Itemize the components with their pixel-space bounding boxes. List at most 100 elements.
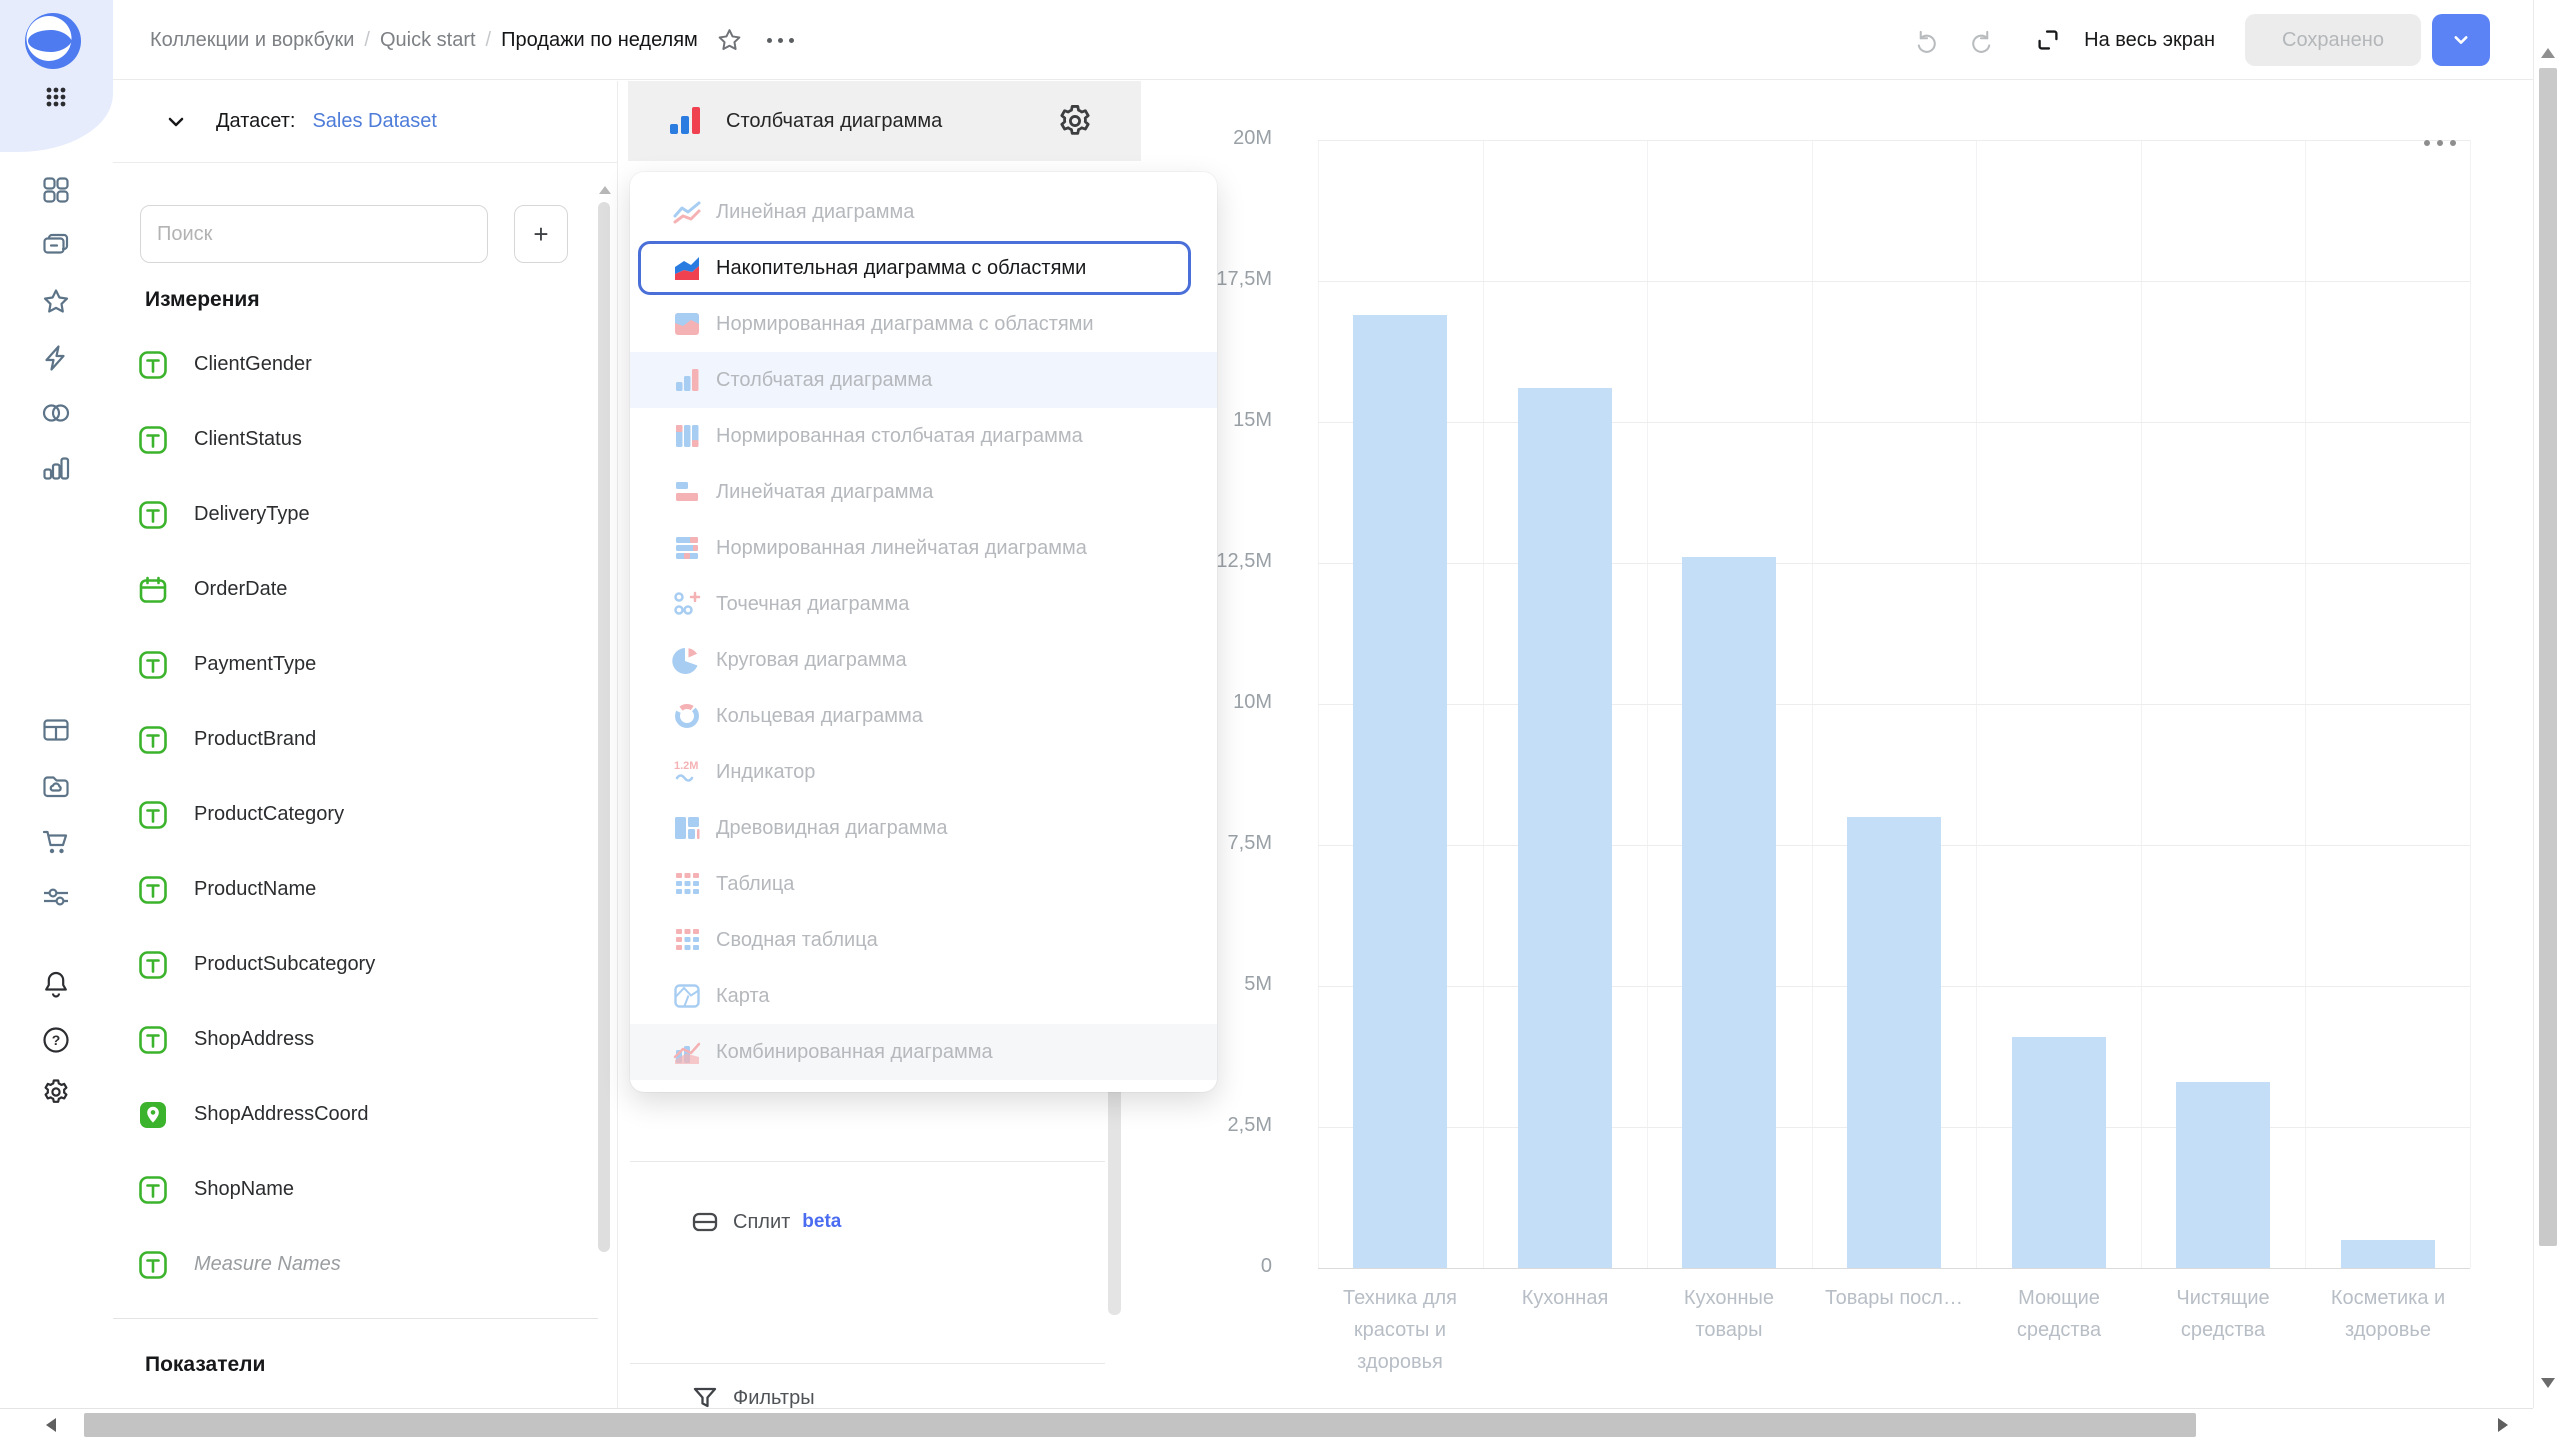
map-chart-icon bbox=[672, 981, 702, 1011]
bar-1[interactable] bbox=[1353, 315, 1447, 1268]
gridline bbox=[2141, 140, 2142, 1268]
field-item-productcategory[interactable]: ProductCategory bbox=[113, 777, 598, 852]
menu-item-table[interactable]: Таблица bbox=[630, 856, 1217, 912]
dimension-field-list: ClientGender ClientStatus DeliveryType Orde… bbox=[113, 327, 598, 1302]
collections-icon[interactable] bbox=[41, 230, 71, 260]
split-section[interactable]: Сплит beta bbox=[690, 1207, 841, 1237]
favorite-star-icon[interactable] bbox=[716, 27, 743, 54]
bar-7[interactable] bbox=[2341, 1240, 2435, 1268]
breadcrumb-collections[interactable]: Коллекции и воркбуки bbox=[150, 28, 355, 51]
chart-type-select[interactable]: Столбчатая диаграмма bbox=[628, 81, 1141, 161]
x-axis-category-label: Техника для красоты и здоровья bbox=[1342, 1287, 1458, 1373]
indicator-chart-icon: 1.2M bbox=[672, 757, 702, 787]
menu-item-scatter[interactable]: Точечная диаграмма bbox=[630, 576, 1217, 632]
services-sliders-icon[interactable] bbox=[41, 882, 71, 912]
undo-icon[interactable] bbox=[1914, 27, 1941, 54]
scroll-down-arrow[interactable] bbox=[2541, 1378, 2555, 1388]
bar-chart-type-icon bbox=[666, 102, 704, 140]
bar-3[interactable] bbox=[1682, 557, 1776, 1268]
text-field-icon bbox=[138, 650, 168, 680]
field-item-orderdate[interactable]: OrderDate bbox=[113, 552, 598, 627]
menu-item-bar[interactable]: Столбчатая диаграмма bbox=[630, 352, 1217, 408]
save-dropdown-button[interactable] bbox=[2432, 14, 2490, 66]
dataset-name-link[interactable]: Sales Dataset bbox=[312, 110, 437, 132]
menu-item-line[interactable]: Линейная диаграмма bbox=[630, 184, 1217, 240]
menu-item-map[interactable]: Карта bbox=[630, 968, 1217, 1024]
connections-icon[interactable] bbox=[41, 398, 71, 428]
saved-button[interactable]: Сохранено bbox=[2245, 14, 2421, 66]
bar-6[interactable] bbox=[2176, 1082, 2270, 1268]
marketplace-cart-icon[interactable] bbox=[41, 827, 71, 857]
filters-label: Фильтры bbox=[733, 1386, 815, 1409]
quick-actions-icon[interactable] bbox=[41, 343, 71, 373]
fullscreen-label[interactable]: На весь экран bbox=[2084, 28, 2215, 51]
geopoint-field-icon bbox=[138, 1100, 168, 1130]
menu-item-indicator[interactable]: 1.2M Индикатор bbox=[630, 744, 1217, 800]
field-item-productname[interactable]: ProductName bbox=[113, 852, 598, 927]
field-item-productbrand[interactable]: ProductBrand bbox=[113, 702, 598, 777]
menu-item-donut[interactable]: Кольцевая диаграмма bbox=[630, 688, 1217, 744]
field-item-clientstatus[interactable]: ClientStatus bbox=[113, 402, 598, 477]
field-item-paymenttype[interactable]: PaymentType bbox=[113, 627, 598, 702]
notifications-bell-icon[interactable] bbox=[41, 969, 71, 999]
text-field-icon bbox=[138, 950, 168, 980]
fullscreen-icon[interactable] bbox=[2034, 26, 2062, 54]
field-label: ProductSubcategory bbox=[194, 953, 376, 975]
more-actions-icon[interactable] bbox=[766, 37, 794, 43]
tables-icon[interactable] bbox=[41, 715, 71, 745]
chevron-down-icon[interactable] bbox=[163, 109, 189, 135]
menu-item-pivot[interactable]: Сводная таблица bbox=[630, 912, 1217, 968]
settings-gear-icon[interactable] bbox=[41, 1077, 71, 1107]
menu-item-barNorm[interactable]: Нормированная столбчатая диаграмма bbox=[630, 408, 1217, 464]
chevron-down-icon bbox=[2454, 36, 2468, 44]
menu-item-barHNorm[interactable]: Нормированная линейчатая диаграмма bbox=[630, 520, 1217, 576]
svg-text:1.2M: 1.2M bbox=[674, 760, 698, 772]
field-label: ClientGender bbox=[194, 353, 312, 375]
apps-grid-icon[interactable] bbox=[41, 82, 71, 112]
scroll-left-arrow[interactable] bbox=[46, 1418, 56, 1432]
favorites-star-icon[interactable] bbox=[41, 287, 71, 317]
bar-5[interactable] bbox=[2012, 1037, 2106, 1268]
field-item-shopaddress[interactable]: ShopAddress bbox=[113, 1002, 598, 1077]
y-axis-tick-label: 2,5M bbox=[1227, 1114, 1272, 1136]
menu-item-label: Комбинированная диаграмма bbox=[716, 1040, 993, 1063]
combo-chart-icon bbox=[672, 1037, 702, 1067]
redo-icon[interactable] bbox=[1967, 27, 1994, 54]
menu-item-treemap[interactable]: Древовидная диаграмма bbox=[630, 800, 1217, 856]
charts-icon[interactable] bbox=[41, 453, 71, 483]
field-item-shopname[interactable]: ShopName bbox=[113, 1152, 598, 1227]
scroll-right-arrow[interactable] bbox=[2498, 1418, 2508, 1432]
menu-item-pie[interactable]: Круговая диаграмма bbox=[630, 632, 1217, 688]
help-icon[interactable]: ? bbox=[41, 1025, 71, 1055]
field-label: ProductCategory bbox=[194, 803, 345, 825]
dashboard-grid-icon[interactable] bbox=[41, 175, 71, 205]
menu-item-area[interactable]: Накопительная диаграмма с областями bbox=[630, 240, 1217, 296]
panel-scrollbar[interactable] bbox=[598, 202, 610, 1252]
menu-item-barH[interactable]: Линейчатая диаграмма bbox=[630, 464, 1217, 520]
field-item-productsubcategory[interactable]: ProductSubcategory bbox=[113, 927, 598, 1002]
menu-item-areaNorm[interactable]: Нормированная диаграмма с областями bbox=[630, 296, 1217, 352]
line-chart-icon bbox=[672, 197, 702, 227]
chart-more-menu-icon[interactable] bbox=[2424, 140, 2456, 146]
field-item-deliverytype[interactable]: DeliveryType bbox=[113, 477, 598, 552]
bar-2[interactable] bbox=[1518, 388, 1612, 1268]
storage-folder-icon[interactable] bbox=[41, 772, 71, 802]
field-item-clientgender[interactable]: ClientGender bbox=[113, 327, 598, 402]
search-input[interactable] bbox=[140, 205, 488, 263]
vertical-scrollbar-thumb[interactable] bbox=[2539, 68, 2557, 1246]
datalens-logo-icon[interactable] bbox=[25, 13, 81, 69]
add-field-button[interactable]: + bbox=[514, 205, 568, 263]
beta-badge: beta bbox=[802, 1211, 842, 1232]
horizontal-scrollbar-thumb[interactable] bbox=[84, 1413, 2196, 1437]
scroll-up-arrow[interactable] bbox=[2541, 48, 2555, 58]
panel-scroll-up-arrow[interactable] bbox=[599, 186, 611, 194]
breadcrumb-quick-start[interactable]: Quick start bbox=[379, 28, 476, 51]
text-field-icon bbox=[138, 725, 168, 755]
field-item-shopaddresscoord[interactable]: ShopAddressCoord bbox=[113, 1077, 598, 1152]
bar-4[interactable] bbox=[1847, 817, 1941, 1268]
menu-item-combo[interactable]: Комбинированная диаграмма bbox=[630, 1024, 1217, 1080]
filters-section[interactable]: Фильтры bbox=[690, 1383, 815, 1413]
field-item-measure-names[interactable]: Measure Names bbox=[113, 1227, 598, 1302]
chart-settings-gear-icon[interactable] bbox=[1056, 102, 1094, 140]
